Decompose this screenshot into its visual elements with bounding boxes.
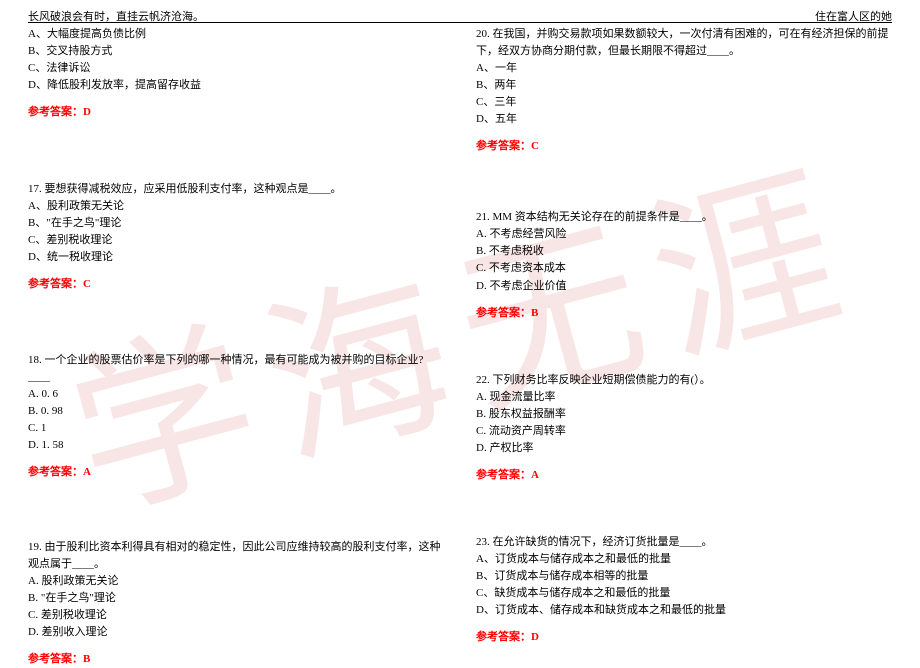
- answer-label: 参考答案：A: [476, 467, 892, 484]
- question-22: 22. 下列财务比率反映企业短期偿债能力的有(）。 A. 现金流量比率 B. 股…: [476, 372, 892, 484]
- option: A. 0. 6: [28, 386, 444, 403]
- answer-label: 参考答案：B: [28, 651, 444, 668]
- option: D、降低股利发放率，提高留存收益: [28, 77, 444, 94]
- question-17: 17. 要想获得减税效应，应采用低股利支付率，这种观点是____。 A、股利政策…: [28, 181, 444, 293]
- option: B、交叉持股方式: [28, 43, 444, 60]
- option: C. 流动资产周转率: [476, 423, 892, 440]
- option: D、统一税收理论: [28, 249, 444, 266]
- answer-label: 参考答案：B: [476, 305, 892, 322]
- option: B. "在手之鸟"理论: [28, 590, 444, 607]
- question-stem: 20. 在我国，并购交易款项如果数额较大，一次付清有困难的，可在有经济担保的前提…: [476, 26, 892, 60]
- option: A、大幅度提高负债比例: [28, 26, 444, 43]
- question-19: 19. 由于股利比资本利得具有相对的稳定性，因此公司应维持较高的股利支付率，这种…: [28, 539, 444, 668]
- option: A. 现金流量比率: [476, 389, 892, 406]
- question-20: 20. 在我国，并购交易款项如果数额较大，一次付清有困难的，可在有经济担保的前提…: [476, 26, 892, 155]
- answer-label: 参考答案：D: [28, 104, 444, 121]
- question-stem: 19. 由于股利比资本利得具有相对的稳定性，因此公司应维持较高的股利支付率，这种…: [28, 539, 444, 573]
- option: B、两年: [476, 77, 892, 94]
- content-area: A、大幅度提高负债比例 B、交叉持股方式 C、法律诉讼 D、降低股利发放率，提高…: [28, 26, 892, 641]
- left-column: A、大幅度提高负债比例 B、交叉持股方式 C、法律诉讼 D、降低股利发放率，提高…: [28, 26, 460, 641]
- question-18: 18. 一个企业的股票估价率是下列的哪一种情况，最有可能成为被并购的目标企业?_…: [28, 352, 444, 481]
- option: A、股利政策无关论: [28, 198, 444, 215]
- question-stem: 21. MM 资本结构无关论存在的前提条件是____。: [476, 209, 892, 226]
- question-stem: 22. 下列财务比率反映企业短期偿债能力的有(）。: [476, 372, 892, 389]
- option: D、订货成本、储存成本和缺货成本之和最低的批量: [476, 602, 892, 619]
- answer-label: 参考答案：C: [476, 138, 892, 155]
- option: B. 不考虑税收: [476, 243, 892, 260]
- option: B、"在手之鸟"理论: [28, 215, 444, 232]
- answer-label: 参考答案：C: [28, 276, 444, 293]
- header-divider: [28, 22, 892, 23]
- option: D、五年: [476, 111, 892, 128]
- answer-label: 参考答案：A: [28, 464, 444, 481]
- option: D. 1. 58: [28, 437, 444, 454]
- option: C、缺货成本与储存成本之和最低的批量: [476, 585, 892, 602]
- option: A. 股利政策无关论: [28, 573, 444, 590]
- option: C、三年: [476, 94, 892, 111]
- question-21: 21. MM 资本结构无关论存在的前提条件是____。 A. 不考虑经营风险 B…: [476, 209, 892, 321]
- question-stem: 17. 要想获得减税效应，应采用低股利支付率，这种观点是____。: [28, 181, 444, 198]
- option: D. 产权比率: [476, 440, 892, 457]
- question-stem: 18. 一个企业的股票估价率是下列的哪一种情况，最有可能成为被并购的目标企业?_…: [28, 352, 444, 386]
- answer-label: 参考答案：D: [476, 629, 892, 646]
- question-23: 23. 在允许缺货的情况下，经济订货批量是____。 A、订货成本与储存成本之和…: [476, 534, 892, 646]
- option: B. 0. 98: [28, 403, 444, 420]
- option: B、订货成本与储存成本相等的批量: [476, 568, 892, 585]
- option: A. 不考虑经营风险: [476, 226, 892, 243]
- option: A、一年: [476, 60, 892, 77]
- option: D. 不考虑企业价值: [476, 278, 892, 295]
- option: C. 不考虑资本成本: [476, 260, 892, 277]
- option: D. 差别收入理论: [28, 624, 444, 641]
- option: A、订货成本与储存成本之和最低的批量: [476, 551, 892, 568]
- question-stem: 23. 在允许缺货的情况下，经济订货批量是____。: [476, 534, 892, 551]
- option: C. 差别税收理论: [28, 607, 444, 624]
- question-16-partial: A、大幅度提高负债比例 B、交叉持股方式 C、法律诉讼 D、降低股利发放率，提高…: [28, 26, 444, 121]
- option: C、差别税收理论: [28, 232, 444, 249]
- option: C、法律诉讼: [28, 60, 444, 77]
- option: B. 股东权益报酬率: [476, 406, 892, 423]
- option: C. 1: [28, 420, 444, 437]
- right-column: 20. 在我国，并购交易款项如果数额较大，一次付清有困难的，可在有经济担保的前提…: [460, 26, 892, 641]
